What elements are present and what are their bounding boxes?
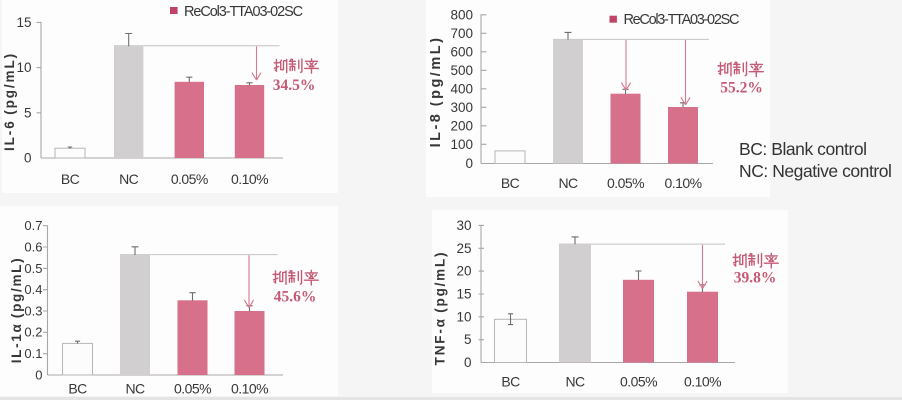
svg-text:BC: BC: [61, 171, 80, 187]
svg-text:0: 0: [35, 367, 42, 382]
svg-text:0.05%: 0.05%: [607, 175, 644, 191]
svg-text:0.4: 0.4: [24, 282, 42, 297]
svg-text:0: 0: [24, 151, 32, 166]
svg-text:5: 5: [24, 105, 32, 120]
svg-text:400: 400: [450, 81, 473, 96]
svg-text:IL-6 (pg/mL): IL-6 (pg/mL): [2, 52, 17, 151]
svg-text:0.05%: 0.05%: [174, 381, 211, 397]
svg-text:34.5%: 34.5%: [273, 77, 316, 94]
svg-text:25: 25: [456, 241, 471, 256]
svg-text:ReCol3-TTA03-02SC: ReCol3-TTA03-02SC: [624, 12, 739, 28]
svg-text:0.05%: 0.05%: [171, 171, 208, 187]
svg-text:10: 10: [16, 60, 31, 75]
svg-text:IL-1α (pg/mL): IL-1α (pg/mL): [9, 257, 24, 364]
svg-text:0.10%: 0.10%: [684, 374, 721, 390]
svg-text:ReCol3-TTA03-02SC: ReCol3-TTA03-02SC: [184, 4, 303, 20]
svg-text:700: 700: [450, 26, 473, 41]
svg-text:0.7: 0.7: [24, 218, 42, 233]
svg-text:0: 0: [464, 355, 472, 370]
svg-text:5: 5: [464, 332, 472, 347]
svg-text:300: 300: [450, 100, 473, 115]
svg-text:0.2: 0.2: [24, 325, 42, 340]
svg-text:NC: NC: [565, 374, 585, 390]
svg-text:NC: NC: [125, 381, 145, 397]
svg-text:500: 500: [450, 63, 473, 78]
svg-text:45.6%: 45.6%: [274, 288, 317, 305]
svg-text:15: 15: [16, 15, 31, 30]
svg-text:0.3: 0.3: [24, 303, 42, 318]
svg-text:0.10%: 0.10%: [231, 171, 268, 187]
svg-text:20: 20: [456, 264, 471, 279]
svg-text:10: 10: [456, 309, 471, 324]
svg-text:200: 200: [450, 118, 473, 133]
svg-text:0.6: 0.6: [24, 239, 42, 254]
svg-text:0.10%: 0.10%: [231, 381, 268, 397]
svg-text:0: 0: [465, 156, 473, 171]
svg-text:800: 800: [450, 7, 473, 22]
svg-text:0.1: 0.1: [24, 346, 42, 361]
svg-text:0.10%: 0.10%: [665, 175, 702, 191]
svg-text:55.2%: 55.2%: [720, 79, 763, 96]
svg-text:TNF-α (pg/mL): TNF-α (pg/mL): [433, 251, 448, 366]
svg-text:100: 100: [450, 137, 473, 152]
svg-text:0.5: 0.5: [24, 261, 42, 276]
svg-text:NC: NC: [119, 171, 139, 187]
svg-text:39.8%: 39.8%: [734, 270, 777, 287]
svg-text:NC: NC: [558, 175, 578, 191]
svg-text:15: 15: [456, 287, 471, 302]
svg-text:600: 600: [450, 44, 473, 59]
svg-text:0.05%: 0.05%: [620, 374, 657, 390]
svg-text:BC: BC: [68, 381, 87, 397]
svg-text:BC: BC: [501, 374, 520, 390]
svg-text:30: 30: [456, 218, 471, 233]
svg-text:BC: BC: [501, 175, 520, 191]
svg-text:IL-8 (pg/mL): IL-8 (pg/mL): [430, 36, 444, 148]
